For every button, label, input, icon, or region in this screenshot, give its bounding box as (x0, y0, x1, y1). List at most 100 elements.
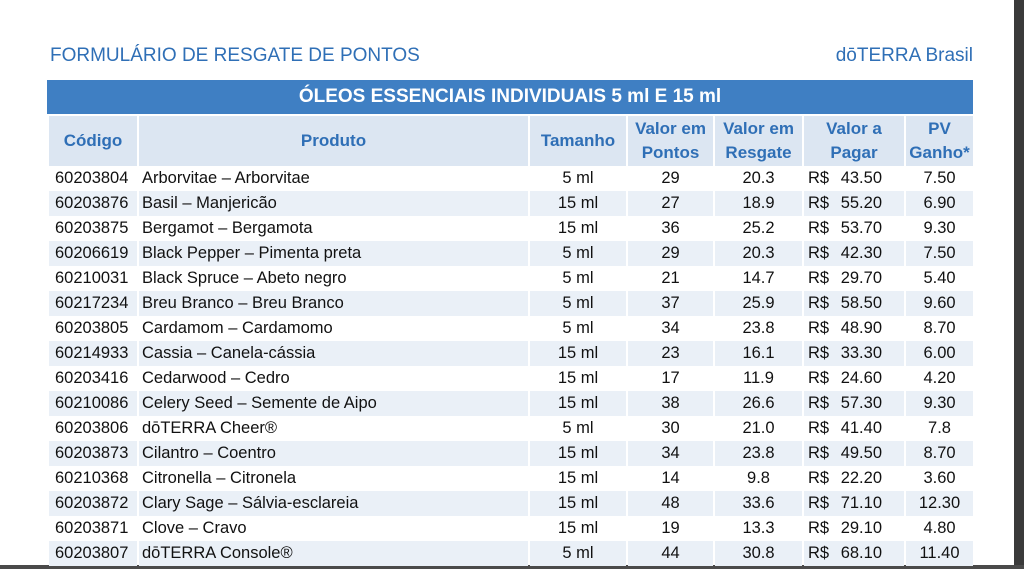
pay-value: R$ 49.50 (804, 441, 904, 466)
points-value: 36 (661, 219, 680, 237)
redeem-value: 14.7 (742, 269, 775, 287)
product-name: Cardamom – Cardamomo (142, 319, 333, 337)
pv-value: 4.80 (923, 519, 956, 537)
table-row: 60206619 Black Pepper – Pimenta preta 5 ml… (49, 241, 973, 266)
points-value: 37 (628, 291, 713, 316)
redeem-value: 21.0 (742, 419, 775, 437)
pay-value: R$ 41.40 (804, 416, 904, 441)
table-row: 60203804 Arborvitae – Arborvitae 5 ml 29 20.… (49, 166, 973, 191)
redeem-value: 25.9 (715, 291, 802, 316)
pay-amount: 29.70 (840, 269, 882, 287)
table-row: 60203806 dōTERRA Cheer® 5 ml 30 21.0 R$ 41.40 7… (49, 416, 973, 441)
pv-value: 6.90 (906, 191, 973, 216)
pay-amount: 49.50 (840, 444, 882, 462)
table-row: 60203872 Clary Sage – Sálvia-esclareia 15 … (49, 491, 973, 516)
pay-value: R$ 48.90 (804, 316, 904, 341)
currency-symbol: R$ (808, 469, 830, 487)
redeem-value: 20.3 (715, 241, 802, 266)
col-header-size: Tamanho (530, 116, 626, 166)
points-value: 48 (628, 491, 713, 516)
currency-symbol: R$ (808, 419, 830, 437)
product-size: 5 ml (562, 169, 594, 187)
table-row: 60210368 Citronella – Citronela 15 ml 14 9.8… (49, 466, 973, 491)
product-name: Basil – Manjericão (139, 191, 528, 216)
table-row: 60203875 Bergamot – Bergamota 15 ml 36 25.2 R… (49, 216, 973, 241)
product-size: 15 ml (557, 369, 599, 387)
col-header-redeem: Valor em Resgate (715, 116, 802, 166)
points-value: 29 (628, 241, 713, 266)
product-size: 15 ml (557, 519, 599, 537)
redeem-value: 18.9 (715, 191, 802, 216)
document-header: FORMULÁRIO DE RESGATE DE PONTOS dōTERRA … (50, 42, 973, 70)
pay-amount: 57.30 (840, 394, 882, 412)
redeem-value: 9.8 (747, 469, 770, 487)
product-name: Clove – Cravo (142, 519, 247, 537)
product-code: 60217234 (49, 291, 137, 316)
pay-amount: 48.90 (840, 319, 882, 337)
pay-amount: 41.40 (840, 419, 882, 437)
points-value: 38 (628, 391, 713, 416)
pay-amount: 22.20 (840, 469, 882, 487)
points-value: 14 (661, 469, 680, 487)
points-value: 27 (628, 191, 713, 216)
table-row: 60203805 Cardamom – Cardamomo 5 ml 34 23.8 R$… (49, 316, 973, 341)
product-name: dōTERRA Console® (139, 541, 528, 566)
section-banner: ÓLEOS ESSENCIAIS INDIVIDUAIS 5 ml E 15 m… (47, 80, 973, 114)
pv-value: 6.00 (906, 341, 973, 366)
pay-value: R$ 71.10 (804, 491, 904, 516)
currency-symbol: R$ (808, 194, 830, 212)
currency-symbol: R$ (808, 169, 830, 187)
product-name: Citronella – Citronela (142, 469, 297, 487)
product-code: 60203873 (49, 441, 137, 466)
pay-amount: 29.10 (840, 519, 882, 537)
product-code: 60203872 (49, 491, 137, 516)
currency-symbol: R$ (808, 294, 830, 312)
currency-symbol: R$ (808, 444, 830, 462)
pay-amount: 71.10 (840, 494, 882, 512)
product-name: Cedarwood – Cedro (142, 369, 290, 387)
product-size: 5 ml (562, 269, 594, 287)
product-name: Celery Seed – Semente de Aipo (139, 391, 528, 416)
product-code: 60206619 (49, 241, 137, 266)
product-name: Cassia – Canela-cássia (139, 341, 528, 366)
points-value: 30 (661, 419, 680, 437)
pay-amount: 68.10 (840, 544, 882, 562)
right-edge-strip (1014, 0, 1024, 569)
currency-symbol: R$ (808, 344, 830, 362)
product-code: 60210031 (55, 269, 129, 287)
currency-symbol: R$ (808, 244, 830, 262)
col-header-product: Produto (139, 116, 528, 166)
product-name: Breu Branco – Breu Branco (139, 291, 528, 316)
col-header-code: Código (49, 116, 137, 166)
product-name: Bergamot – Bergamota (142, 219, 313, 237)
product-size: 5 ml (562, 319, 594, 337)
product-name: Black Spruce – Abeto negro (142, 269, 347, 287)
product-size: 5 ml (530, 241, 626, 266)
points-value: 19 (661, 519, 680, 537)
pay-value: R$ 68.10 (804, 541, 904, 566)
col-header-pv: PV Ganho* (906, 116, 973, 166)
redeem-value: 26.6 (715, 391, 802, 416)
product-code: 60210086 (49, 391, 137, 416)
points-value: 29 (661, 169, 680, 187)
pay-value: R$ 53.70 (804, 216, 904, 241)
table-row: 60210086 Celery Seed – Semente de Aipo 15 … (49, 391, 973, 416)
points-value: 44 (628, 541, 713, 566)
table-row: 60203871 Clove – Cravo 15 ml 19 13.3 R$ 29.10 4… (49, 516, 973, 541)
redeem-value: 20.3 (742, 169, 775, 187)
redeem-value: 11.9 (743, 369, 774, 387)
pay-value: R$ 57.30 (804, 391, 904, 416)
pay-value: R$ 24.60 (804, 366, 904, 391)
col-header-pay: Valor a Pagar (804, 116, 904, 166)
currency-symbol: R$ (808, 369, 830, 387)
product-code: 60210368 (55, 469, 129, 487)
currency-symbol: R$ (808, 519, 830, 537)
redeem-value: 30.8 (715, 541, 802, 566)
pay-amount: 55.20 (840, 194, 882, 212)
product-name: Arborvitae – Arborvitae (142, 169, 310, 187)
currency-symbol: R$ (808, 494, 830, 512)
pv-value: 8.70 (923, 319, 956, 337)
product-size: 5 ml (562, 419, 594, 437)
product-code: 60203804 (55, 169, 129, 187)
pay-amount: 43.50 (840, 169, 882, 187)
